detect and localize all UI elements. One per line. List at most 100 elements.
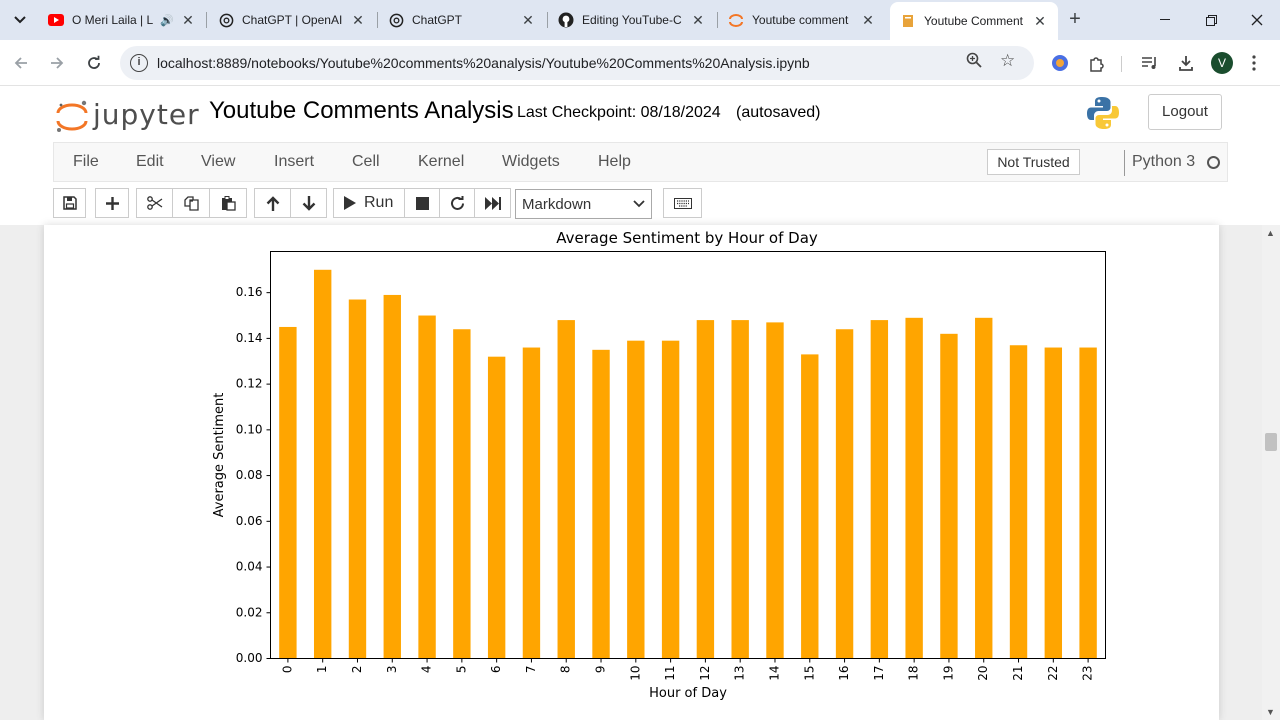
- forward-button[interactable]: [42, 48, 72, 78]
- page-scrollbar[interactable]: ▲ ▼: [1262, 225, 1280, 720]
- move-down-button[interactable]: [290, 188, 327, 218]
- logout-button[interactable]: Logout: [1148, 94, 1222, 130]
- y-tick-label: 0.16: [236, 285, 263, 299]
- arrow-right-icon: [51, 57, 64, 69]
- browser-tab-4[interactable]: Youtube comment ✕: [718, 5, 886, 35]
- zoom-icon[interactable]: [966, 52, 982, 72]
- minimize-button[interactable]: [1142, 0, 1188, 40]
- close-tab-icon[interactable]: ✕: [352, 12, 364, 28]
- interrupt-button[interactable]: [404, 188, 440, 218]
- bar-hour-10: [627, 340, 645, 659]
- scroll-down-icon[interactable]: ▼: [1266, 707, 1275, 717]
- close-tab-icon[interactable]: ✕: [862, 12, 874, 28]
- tab-search-button[interactable]: [6, 6, 34, 34]
- notebook-title[interactable]: Youtube Comments Analysis: [209, 97, 514, 124]
- media-control-icon[interactable]: [1137, 50, 1163, 76]
- command-palette-button[interactable]: [663, 188, 702, 218]
- x-tick-label: 3: [385, 666, 399, 674]
- bar-hour-19: [940, 333, 958, 659]
- cut-button[interactable]: [136, 188, 173, 218]
- restore-icon: [1205, 14, 1217, 26]
- bar-hour-6: [487, 356, 506, 659]
- bar-hour-17: [870, 320, 889, 659]
- new-tab-button[interactable]: +: [1069, 8, 1081, 30]
- browser-tab-5-active[interactable]: Youtube Comment ✕: [890, 2, 1058, 40]
- x-tick-label: 14: [767, 666, 781, 681]
- scissors-icon: [146, 196, 162, 210]
- bar-hour-2: [348, 299, 367, 659]
- menu-widgets[interactable]: Widgets: [502, 153, 560, 170]
- run-label: Run: [364, 194, 394, 211]
- kebab-menu-icon[interactable]: [1241, 50, 1267, 76]
- github-icon: [558, 12, 574, 28]
- tab-title: O Meri Laila | L: [72, 13, 154, 27]
- x-tick-label: 22: [1046, 666, 1060, 681]
- menu-cell[interactable]: Cell: [352, 153, 380, 170]
- browser-tab-1[interactable]: ChatGPT | OpenAI ✕: [208, 5, 376, 35]
- back-button[interactable]: [6, 48, 36, 78]
- address-bar[interactable]: i localhost:8889/notebooks/Youtube%20com…: [120, 46, 1034, 80]
- close-tab-icon[interactable]: ✕: [692, 12, 704, 28]
- jupyter-logo[interactable]: jupyter: [55, 94, 199, 134]
- menu-file[interactable]: File: [73, 153, 99, 170]
- extensions-puzzle-icon[interactable]: [1083, 50, 1109, 76]
- paste-button[interactable]: [209, 188, 247, 218]
- browser-tab-0[interactable]: O Meri Laila | L 🔊 ✕: [38, 5, 206, 35]
- restart-icon: [450, 195, 464, 210]
- menu-view[interactable]: View: [201, 153, 236, 170]
- x-tick-label: 19: [941, 666, 955, 681]
- bookmark-star-icon[interactable]: ☆: [1000, 51, 1016, 70]
- restart-run-all-button[interactable]: [474, 188, 511, 218]
- browser-tab-2[interactable]: ChatGPT ✕: [378, 5, 546, 35]
- copy-button[interactable]: [172, 188, 210, 218]
- restart-button[interactable]: [439, 188, 475, 218]
- jupyter-icon: [728, 12, 744, 28]
- autosave-status: (autosaved): [736, 104, 821, 121]
- bar-hour-21: [1009, 345, 1028, 659]
- tab-title: Editing YouTube-C: [582, 13, 682, 27]
- cell-type-select[interactable]: Markdown: [515, 189, 652, 219]
- not-trusted-button[interactable]: Not Trusted: [987, 149, 1080, 175]
- menu-help[interactable]: Help: [598, 153, 631, 170]
- chart-x-axis: 0 1 2 3 4 5 6 7 8 9 10 11 12 13 14 15 16 17 18 19 20 21 22 23: [280, 658, 1095, 681]
- menu-edit[interactable]: Edit: [136, 153, 164, 170]
- download-icon[interactable]: [1173, 50, 1199, 76]
- chart-title: Average Sentiment by Hour of Day: [556, 229, 818, 247]
- close-window-button[interactable]: [1234, 0, 1280, 40]
- run-button[interactable]: Run: [333, 188, 405, 218]
- restore-button[interactable]: [1188, 0, 1234, 40]
- x-tick-label: 10: [628, 666, 642, 681]
- insert-cell-button[interactable]: [95, 188, 129, 218]
- plus-icon: [105, 196, 119, 210]
- site-info-icon[interactable]: i: [130, 54, 148, 72]
- move-up-button[interactable]: [254, 188, 291, 218]
- speaker-icon[interactable]: 🔊: [160, 14, 174, 27]
- scroll-thumb[interactable]: [1265, 433, 1277, 451]
- last-checkpoint: Last Checkpoint: 08/18/2024: [517, 104, 721, 121]
- bar-hour-1: [313, 269, 332, 659]
- reload-button[interactable]: [79, 48, 109, 78]
- browser-tab-3[interactable]: Editing YouTube-C ✕: [548, 5, 716, 35]
- menu-kernel[interactable]: Kernel: [418, 153, 465, 170]
- extension-icon[interactable]: [1047, 50, 1073, 76]
- close-tab-icon[interactable]: ✕: [1034, 13, 1046, 29]
- arrow-up-icon: [266, 195, 279, 211]
- bar-hour-12: [696, 320, 715, 659]
- kernel-idle-indicator-icon: [1207, 156, 1220, 169]
- scroll-up-icon[interactable]: ▲: [1266, 228, 1275, 238]
- bar-hour-18: [905, 317, 923, 659]
- save-icon: [62, 196, 77, 210]
- fast-forward-icon: [484, 196, 501, 210]
- menu-insert[interactable]: Insert: [274, 153, 315, 170]
- x-tick-label: 0: [280, 666, 294, 674]
- close-tab-icon[interactable]: ✕: [522, 12, 534, 28]
- profile-avatar[interactable]: V: [1211, 52, 1233, 74]
- y-axis-label: Average Sentiment: [212, 393, 227, 518]
- close-tab-icon[interactable]: ✕: [182, 12, 194, 28]
- python-logo-icon: [1085, 95, 1121, 131]
- kernel-name[interactable]: Python 3: [1132, 153, 1196, 170]
- bar-hour-3: [383, 294, 401, 659]
- youtube-icon: [48, 12, 64, 28]
- bar-hour-11: [661, 340, 680, 659]
- save-button[interactable]: [53, 188, 86, 218]
